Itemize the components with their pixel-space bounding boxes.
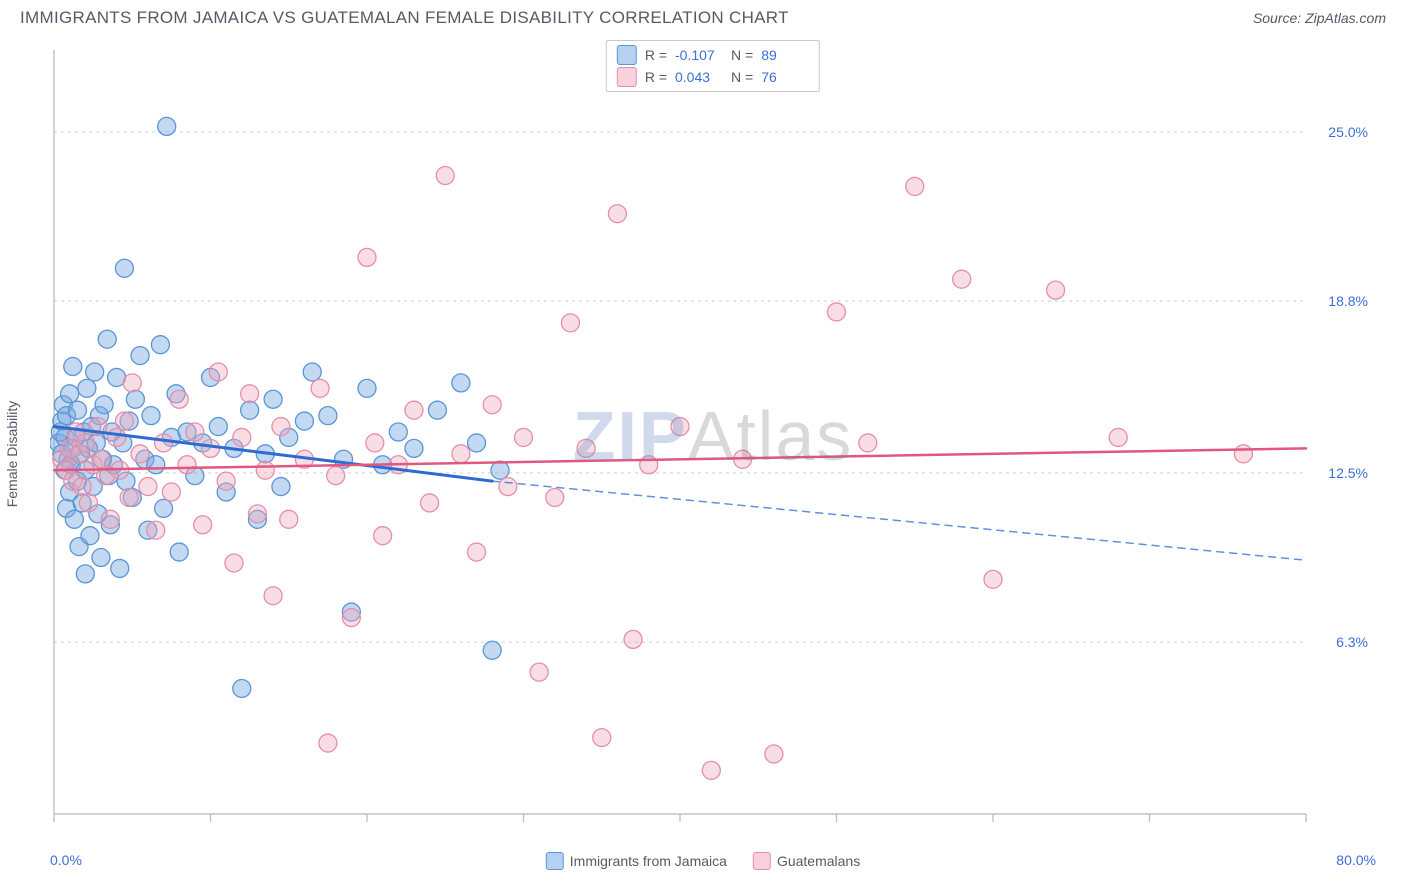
legend-swatch-guatemalans — [617, 67, 637, 87]
legend-swatch-jamaica — [546, 852, 564, 870]
source-name: ZipAtlas.com — [1305, 10, 1386, 26]
x-axis-min-label: 0.0% — [50, 852, 82, 868]
correlation-legend: R = -0.107 N = 89 R = 0.043 N = 76 — [606, 40, 820, 92]
legend-item-jamaica: Immigrants from Jamaica — [546, 852, 727, 870]
legend-swatch-jamaica — [617, 45, 637, 65]
source-attribution: Source: ZipAtlas.com — [1253, 10, 1386, 26]
n-value-jamaica: 89 — [761, 47, 809, 63]
n-value-guatemalans: 76 — [761, 69, 809, 85]
legend-label-guatemalans: Guatemalans — [777, 853, 860, 869]
svg-text:12.5%: 12.5% — [1328, 465, 1368, 481]
legend-item-guatemalans: Guatemalans — [753, 852, 860, 870]
series-legend: Immigrants from Jamaica Guatemalans — [546, 852, 860, 870]
y-axis-label: Female Disability — [4, 401, 20, 508]
svg-text:6.3%: 6.3% — [1336, 634, 1368, 650]
correlation-row-jamaica: R = -0.107 N = 89 — [617, 45, 809, 65]
legend-label-jamaica: Immigrants from Jamaica — [570, 853, 727, 869]
n-label: N = — [731, 47, 753, 63]
chart-plot-area: 6.3% 12.5% 18.8% 25.0% R = -0.107 N = 89 R … — [50, 40, 1376, 832]
source-prefix: Source: — [1253, 10, 1305, 26]
chart-title: IMMIGRANTS FROM JAMAICA VS GUATEMALAN FE… — [20, 8, 789, 28]
svg-text:25.0%: 25.0% — [1328, 124, 1368, 140]
r-label: R = — [645, 47, 667, 63]
correlation-row-guatemalans: R = 0.043 N = 76 — [617, 67, 809, 87]
r-value-jamaica: -0.107 — [675, 47, 723, 63]
r-value-guatemalans: 0.043 — [675, 69, 723, 85]
r-label: R = — [645, 69, 667, 85]
legend-swatch-guatemalans — [753, 852, 771, 870]
x-axis-max-label: 80.0% — [1336, 852, 1376, 868]
n-label: N = — [731, 69, 753, 85]
scatter-chart-svg: 6.3% 12.5% 18.8% 25.0% — [50, 40, 1376, 832]
svg-text:18.8%: 18.8% — [1328, 293, 1368, 309]
